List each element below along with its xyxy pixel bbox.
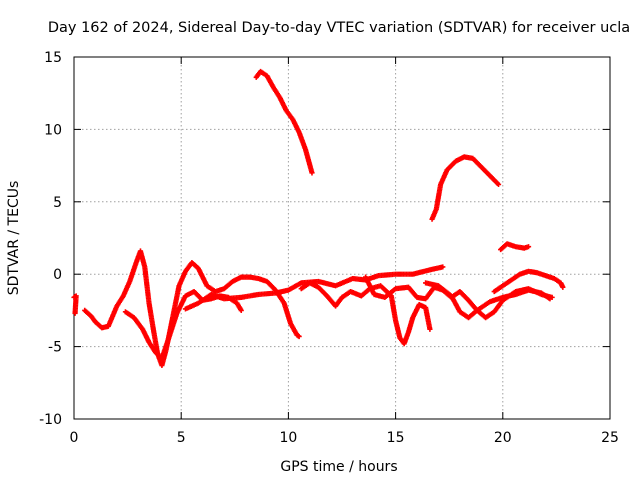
grid-lines: [74, 57, 610, 419]
data-point: [72, 310, 78, 316]
data-point: [427, 326, 433, 332]
x-tick-label: 15: [387, 430, 405, 446]
x-axis-label: GPS time / hours: [280, 459, 397, 475]
data-point: [309, 170, 315, 176]
series-arc-10: [423, 280, 553, 321]
data-point: [238, 307, 244, 313]
axes: [73, 56, 611, 420]
x-tick-label: 10: [279, 430, 297, 446]
y-tick-label: 0: [53, 267, 62, 283]
data-point: [495, 181, 502, 188]
y-tick-label: -5: [48, 340, 62, 356]
series-arc-2: [429, 154, 502, 222]
data-point: [525, 244, 532, 250]
series-arc-8: [298, 280, 433, 347]
series-arc-3: [498, 241, 532, 253]
y-tick-label: 15: [44, 50, 62, 66]
x-tick-label: 20: [494, 430, 512, 446]
y-axis-label: SDTVAR / TECUs: [6, 181, 22, 296]
y-tick-label: 10: [44, 122, 62, 138]
plot-frame: [73, 56, 611, 420]
x-tick-label: 25: [601, 430, 619, 446]
y-tick-label: -10: [39, 412, 62, 428]
chart-title: Day 162 of 2024, Sidereal Day-to-day VTE…: [48, 20, 630, 36]
x-tick-label: 0: [70, 430, 79, 446]
y-tick-label: 5: [53, 195, 62, 211]
ticks: 0 5 10 15 20 25 -10 -5 0 5 10 15: [39, 50, 619, 446]
series-arc-1: [253, 68, 315, 176]
data-point: [547, 296, 553, 302]
x-tick-label: 5: [177, 430, 186, 446]
data-point: [560, 284, 566, 290]
data-marks: [71, 68, 566, 369]
data-point: [440, 264, 446, 270]
series-arc-6: [122, 288, 244, 361]
series-arc-4: [71, 293, 79, 316]
data-point: [296, 333, 302, 340]
series-arc-11: [491, 268, 566, 295]
